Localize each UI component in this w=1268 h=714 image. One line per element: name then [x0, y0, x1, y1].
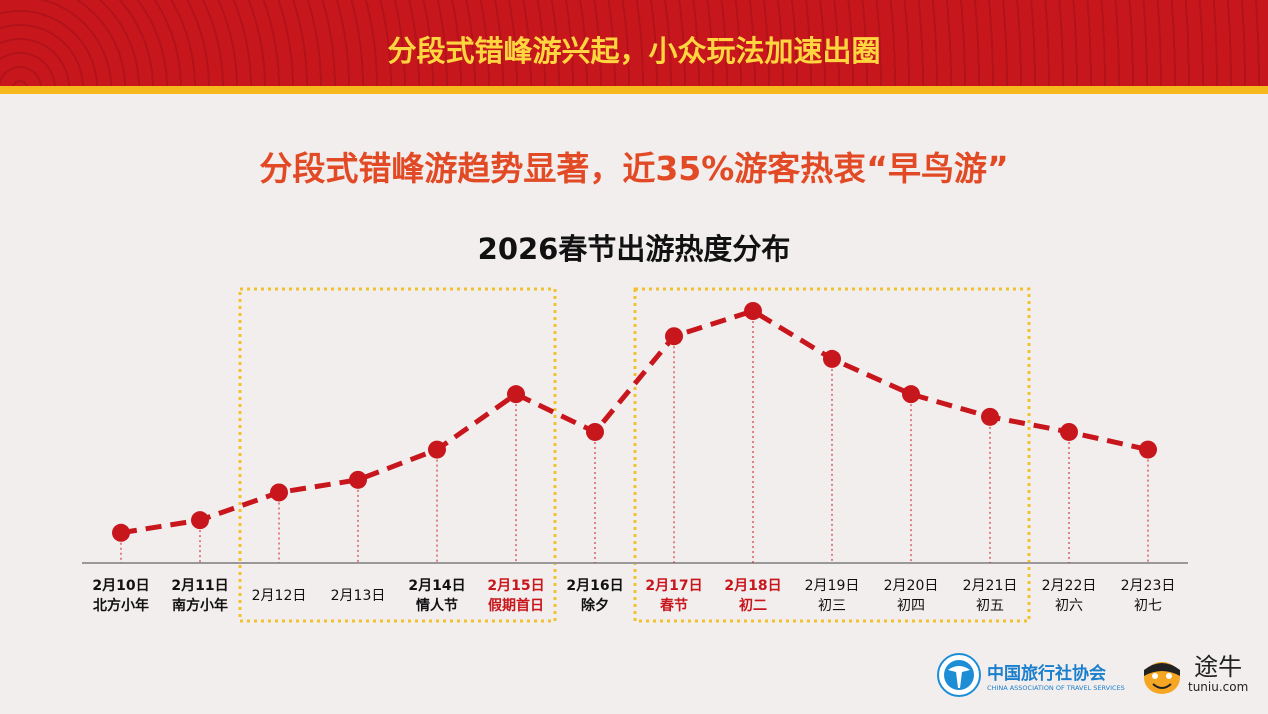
data-point [981, 407, 999, 426]
x-tick-note: 南方小年 [172, 597, 228, 614]
header-banner [0, 0, 1268, 88]
cats-name: 中国旅行社协会 [987, 663, 1106, 684]
data-point [902, 385, 920, 404]
x-tick-label: 2月10日 [92, 578, 149, 594]
x-tick-note: 初三 [818, 597, 846, 614]
x-tick-label: 2月17日 [645, 578, 702, 594]
highlight-box-1 [633, 287, 1031, 623]
series-line [120, 308, 1149, 536]
x-tick-note: 初二 [739, 597, 767, 614]
x-tick-label: 2月19日 [805, 578, 860, 594]
tuniu-logo: 途牛 tuniu.com [1140, 652, 1248, 696]
data-point [665, 327, 683, 346]
x-tick-note: 除夕 [581, 597, 609, 614]
data-point [507, 385, 525, 404]
x-tick-note: 初七 [1134, 597, 1162, 614]
x-tick-note: 初四 [897, 597, 925, 614]
x-tick-label: 2月12日 [252, 588, 307, 604]
data-point [1060, 422, 1078, 441]
header-stripe [0, 86, 1268, 94]
x-tick-label: 2月22日 [1042, 578, 1097, 594]
tuniu-domain: tuniu.com [1188, 680, 1249, 694]
cats-en: CHINA ASSOCIATION OF TRAVEL SERVICES [987, 683, 1125, 692]
x-tick-label: 2月16日 [566, 578, 623, 594]
data-point [191, 511, 209, 530]
x-tick-note: 初五 [976, 597, 1004, 614]
chart-title: 2026春节出游热度分布 [477, 232, 791, 266]
data-point [586, 422, 604, 441]
x-tick-label: 2月20日 [884, 578, 939, 594]
x-tick-label: 2月15日 [487, 578, 544, 594]
tuniu-name: 途牛 [1194, 653, 1243, 681]
cats-emblem-icon [937, 653, 981, 697]
data-point [1139, 440, 1157, 459]
x-tick-label: 2月23日 [1121, 578, 1176, 594]
x-tick-label: 2月21日 [963, 578, 1018, 594]
x-tick-note: 初六 [1055, 597, 1083, 614]
x-tick-label: 2月14日 [408, 578, 465, 594]
cats-logo: 中国旅行社协会 CHINA ASSOCIATION OF TRAVEL SERV… [936, 652, 1125, 698]
x-tick-label: 2月18日 [724, 578, 781, 594]
x-tick-label: 2月11日 [171, 578, 228, 594]
x-tick-note: 情人节 [416, 597, 458, 614]
data-point [744, 302, 762, 320]
x-tick-note: 假期首日 [488, 597, 544, 614]
x-tick-label: 2月13日 [331, 588, 386, 604]
slide-subtitle: 分段式错峰游趋势显著，近35%游客热衷“早鸟游” [259, 149, 1009, 188]
x-tick-note: 春节 [659, 597, 688, 614]
header-title: 分段式错峰游兴起，小众玩法加速出圈 [387, 34, 881, 68]
data-point [270, 483, 288, 502]
data-point [823, 349, 841, 368]
data-point [428, 440, 446, 459]
data-point [112, 523, 130, 542]
data-point [349, 470, 367, 489]
tuniu-cow-icon [1144, 662, 1180, 694]
highlight-box-0 [238, 287, 557, 623]
x-tick-note: 北方小年 [93, 597, 149, 614]
